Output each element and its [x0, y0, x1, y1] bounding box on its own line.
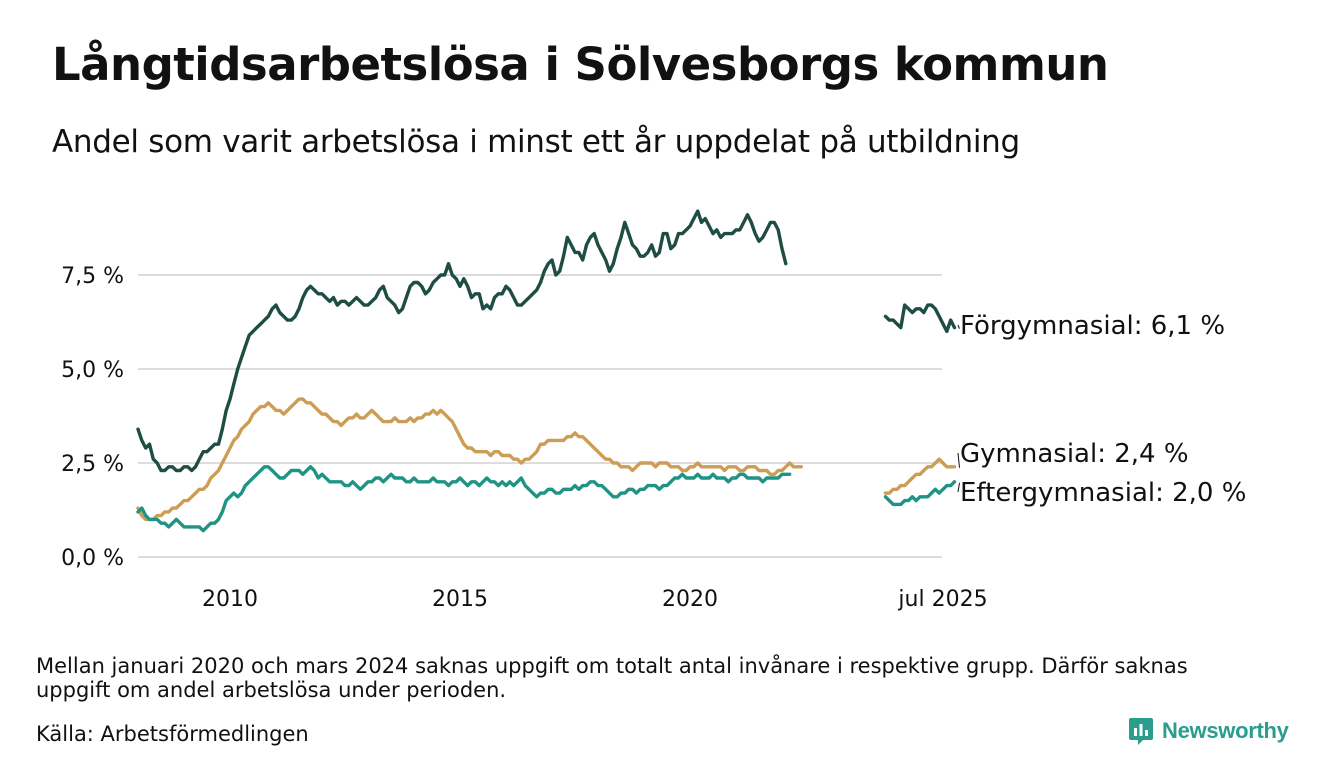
series-line — [883, 480, 957, 507]
series-line — [136, 209, 788, 473]
label-connector — [957, 452, 960, 468]
y-tick-label: 7,5 % — [61, 264, 124, 289]
y-tick-label: 0,0 % — [61, 546, 124, 571]
series-line — [136, 465, 792, 533]
x-tick-label: 2020 — [662, 587, 718, 612]
series-line — [883, 303, 957, 334]
brand-name: Newsworthy — [1162, 718, 1289, 743]
line-chart: 0,0 % 2,5 % 5,0 % 7,5 % 2010 2015 2020 jul 2025… — [61, 209, 1246, 612]
label-connector — [957, 482, 960, 493]
chart-subtitle: Andel som varit arbetslösa i minst ett å… — [52, 124, 1020, 160]
series-end-label: Gymnasial: 2,4 % — [960, 439, 1189, 469]
series-line — [136, 397, 803, 522]
series-end-label: Förgymnasial: 6,1 % — [960, 311, 1225, 341]
y-tick-label: 2,5 % — [61, 452, 124, 477]
source-note: Källa: Arbetsförmedlingen — [36, 722, 309, 746]
series-end-label: Eftergymnasial: 2,0 % — [960, 478, 1246, 508]
label-connector — [957, 324, 960, 329]
footnote: Mellan januari 2020 och mars 2024 saknas… — [36, 654, 1188, 702]
x-tick-label: jul 2025 — [897, 587, 987, 612]
brand-logo[interactable]: Newsworthy — [1128, 716, 1289, 746]
series-line — [883, 457, 957, 495]
chart-title: Långtidsarbetslösa i Sölvesborgs kommun — [52, 38, 1109, 91]
x-tick-label: 2015 — [432, 587, 488, 612]
y-tick-label: 5,0 % — [61, 358, 124, 383]
x-tick-label: 2010 — [202, 587, 258, 612]
newsworthy-logo-icon — [1129, 718, 1153, 745]
